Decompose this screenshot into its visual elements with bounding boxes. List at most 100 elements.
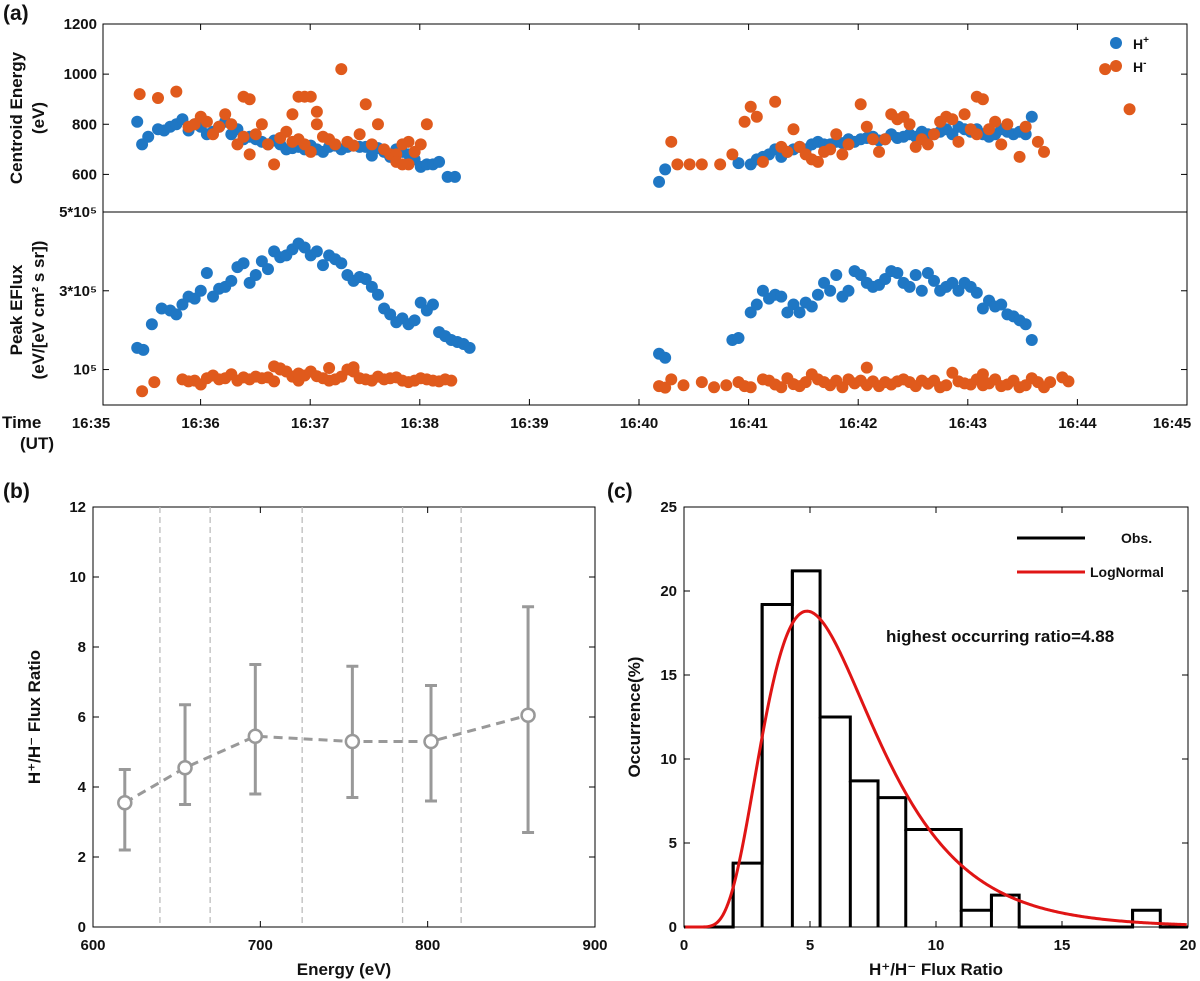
panel-b-label: (b) (3, 480, 30, 503)
a-top-point-hminus (836, 148, 849, 161)
a-top-point-hminus (310, 118, 323, 131)
a-top-point-hplus (653, 175, 666, 188)
a-bot-point-hplus (775, 290, 788, 303)
a-top-point-hminus (310, 105, 323, 118)
c-xtick-label: 20 (1180, 937, 1197, 954)
a-top-point-hminus (665, 135, 678, 148)
a-bot-point-hminus (946, 366, 959, 379)
panel-b-chart: 0 2 4 6 8 10 12 600 700 800 900 Energy (eV) H⁺/H⁻ … (25, 499, 608, 979)
panel-a-label: (a) (3, 2, 29, 25)
a-bot-point-hplus (310, 245, 323, 258)
a-top-point-hminus (695, 158, 708, 171)
a-bot-point-hminus (695, 376, 708, 389)
b-xtick-label: 900 (582, 937, 607, 954)
a-bot-point-hminus (274, 363, 287, 376)
panel-b-frame (92, 506, 596, 928)
b-mean-line (124, 713, 529, 805)
a-bot-point-hplus (824, 284, 837, 297)
a-top-point-hminus (1001, 118, 1014, 131)
a-bot-point-hplus (970, 286, 983, 299)
a-bot-point-hminus (665, 373, 678, 386)
b-xtick-label: 800 (415, 937, 440, 954)
a-bot-point-hplus (732, 332, 745, 345)
a-top-point-hminus (225, 118, 238, 131)
a-top-point-hminus (237, 130, 250, 143)
b-ytick-label: 10 (69, 569, 86, 586)
a-xtick-label: 16:41 (729, 415, 767, 432)
b-ytick-label: 0 (78, 919, 86, 936)
legend-marker-hplus (1110, 37, 1122, 49)
a-top-point-hplus (142, 130, 155, 143)
a-xtick-label: 16:40 (620, 415, 658, 432)
a-top-point-hminus (371, 118, 384, 131)
a-bot-point-hplus (830, 269, 843, 282)
a-top-point-hminus (414, 138, 427, 151)
panel-a-top-frame (102, 23, 1188, 213)
a-top-point-hminus (347, 139, 360, 152)
panel-c-xlabel: H⁺/H⁻ Flux Ratio (869, 960, 1003, 979)
b-ytick-label: 2 (78, 849, 86, 866)
a-top-point-hminus (842, 138, 855, 151)
a-top-point-hminus (1123, 103, 1136, 116)
a-top-point-hminus (866, 133, 879, 146)
a-top-point-hminus (989, 115, 1002, 128)
b-ytick-label: 8 (78, 639, 86, 656)
a-xtick-label: 16:39 (510, 415, 548, 432)
a-top-point-hminus (726, 148, 739, 161)
b-ytick-label: 6 (78, 709, 86, 726)
a-top-point-hminus (243, 93, 256, 106)
a-bot-point-hplus (659, 351, 672, 364)
a-top-point-hminus (402, 135, 415, 148)
a-xtick-label: 16:36 (181, 415, 219, 432)
a-bot-point-hminus (1044, 376, 1057, 389)
a-top-point-hminus (304, 145, 317, 158)
a-bot-point-hminus (268, 375, 281, 388)
a-top-point-hminus (811, 155, 824, 168)
b-ytick-label: 4 (78, 779, 87, 796)
a-top-point-hminus (750, 110, 763, 123)
a-top-point-hplus (448, 170, 461, 183)
a-top-point-hminus (781, 145, 794, 158)
b-point (520, 707, 536, 723)
panel-a-xlabel-1: Time (2, 413, 41, 432)
a-bot-point-hplus (316, 259, 329, 272)
a-bot-point-hplus (408, 314, 421, 327)
a-top-point-hminus (353, 128, 366, 141)
a-top-point-hminus (714, 158, 727, 171)
a-bot-point-hplus (1019, 318, 1032, 331)
c-ytick-label: 5 (669, 835, 677, 852)
a-bot-point-hminus (860, 361, 873, 374)
a-top-point-hminus (921, 138, 934, 151)
a-bot-point-hplus (995, 298, 1008, 311)
panel-a-bottom-frame (102, 211, 1188, 406)
a-bot-point-hminus (1062, 375, 1075, 388)
a-top-point-hminus (769, 95, 782, 108)
a-top-point-hminus (1099, 63, 1112, 76)
a-xtick-label: 16:44 (1058, 415, 1097, 432)
a-top-point-hplus (1025, 110, 1038, 123)
panel-a-top-ylabel-1: Centroid Energy (7, 51, 26, 184)
a-top-ytick-label: 800 (72, 116, 97, 133)
a-top-point-hminus (219, 108, 232, 121)
panel-a-legend: H+ H- (1110, 35, 1149, 75)
a-top-point-hminus (402, 158, 415, 171)
a-bot-point-hminus (744, 381, 757, 394)
a-top-ytick-label: 1200 (64, 16, 97, 33)
a-bot-point-hplus (225, 274, 238, 287)
a-top-point-hminus (335, 63, 348, 76)
a-bot-point-hplus (261, 263, 274, 276)
a-top-point-hplus (131, 115, 144, 128)
a-bot-point-hplus (909, 269, 922, 282)
a-bot-point-hplus (891, 267, 904, 280)
a-bot-point-hminus (148, 376, 161, 389)
a-bot-ytick-label: 3*10⁵ (59, 283, 97, 300)
a-top-point-hminus (854, 98, 867, 111)
a-xtick-label: 16:37 (291, 415, 329, 432)
b-xtick-label: 600 (80, 937, 105, 954)
a-top-point-hminus (946, 113, 959, 126)
a-top-point-hminus (873, 145, 886, 158)
a-top-point-hminus (860, 120, 873, 133)
a-top-point-hminus (830, 128, 843, 141)
a-top-point-hminus (420, 118, 433, 131)
